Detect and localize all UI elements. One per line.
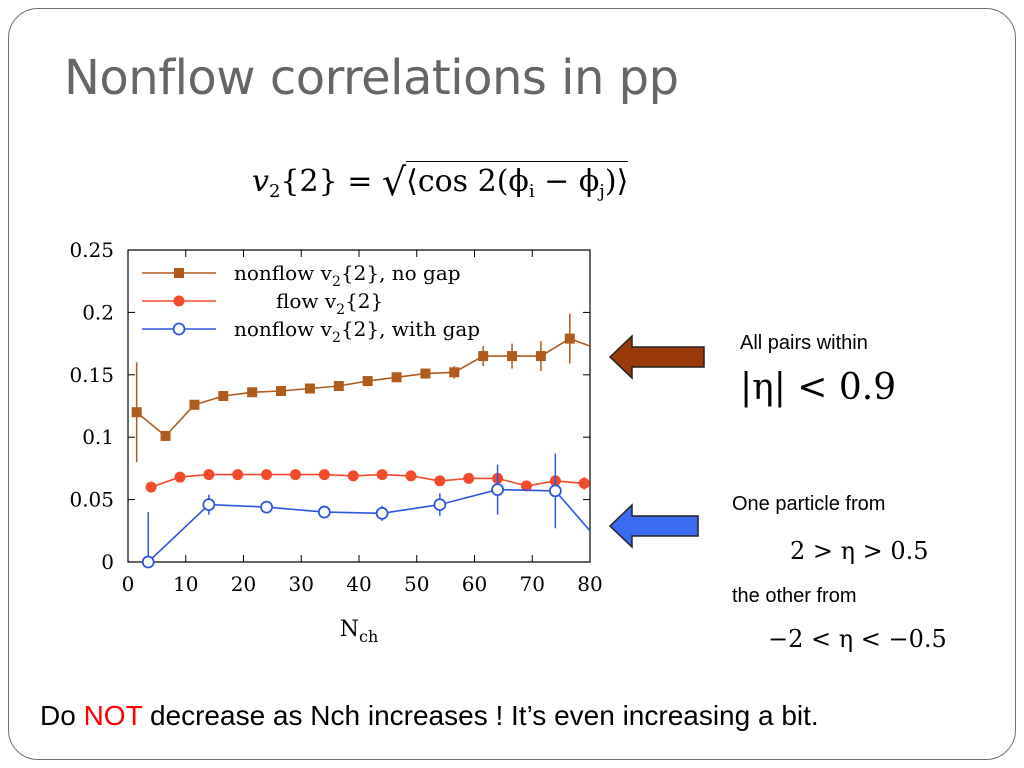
conclusion-emphasis: NOT: [83, 700, 143, 731]
negative-eta-range: −2 < η < −0.5: [768, 625, 947, 653]
data-point: [260, 500, 274, 514]
radicand-minus: − ϕ: [534, 164, 600, 199]
data-point: [548, 484, 562, 498]
radicand-j: j: [599, 181, 605, 202]
data-point: [145, 481, 157, 493]
formula-v-subscript: 2: [268, 181, 281, 202]
conclusion-text: Do NOT decrease as Nch increases ! It’s …: [40, 700, 819, 732]
data-point: [449, 367, 460, 378]
positive-eta-range: 2 > η > 0.5: [790, 537, 929, 565]
all-pairs-label: All pairs within: [740, 332, 868, 354]
data-point: [405, 470, 417, 482]
data-point: [376, 469, 388, 481]
x-tick-label: 0: [122, 572, 135, 596]
y-tick-label: 0.05: [69, 488, 114, 512]
data-point: [333, 381, 344, 392]
data-point: [318, 469, 330, 481]
one-particle-label: One particle from: [732, 493, 886, 515]
data-point: [202, 498, 216, 511]
legend-label: nonflow v2{2}, no gap: [234, 261, 461, 290]
data-point: [131, 407, 142, 418]
x-tick-label: 80: [577, 572, 602, 596]
abs-eta-condition: |η| < 0.9: [740, 367, 897, 408]
data-point: [174, 268, 184, 278]
data-point: [232, 469, 244, 481]
data-point: [172, 322, 186, 336]
radicand-start: ⟨cos 2(ϕ: [406, 164, 529, 199]
data-point: [174, 471, 186, 483]
data-point: [564, 333, 575, 344]
nch-v2-chart: 0 10 20 30 40 50 60 70 80 0 0.05 0.1 0.15 0.2 0.25 Nch n…: [69, 240, 602, 646]
data-point: [478, 351, 489, 362]
x-tick-label: 10: [173, 572, 198, 596]
data-point: [160, 430, 171, 441]
data-point: [173, 295, 185, 307]
formula-v: v: [252, 164, 269, 199]
data-point: [218, 391, 229, 402]
data-point: [520, 480, 532, 492]
y-tick-label: 0.15: [69, 363, 114, 387]
data-point: [434, 475, 446, 487]
x-axis-label: Nch: [340, 617, 379, 646]
data-point: [317, 505, 331, 519]
sqrt-sign: √: [381, 160, 407, 204]
legend-label: nonflow v2{2}, with gap: [234, 317, 480, 346]
data-point: [203, 469, 215, 481]
data-point: [391, 372, 402, 383]
x-tick-label: 40: [346, 572, 371, 596]
data-point: [347, 470, 359, 482]
data-point: [289, 469, 301, 481]
data-point: [261, 469, 273, 481]
x-tick-label: 50: [404, 572, 429, 596]
data-point: [362, 376, 373, 387]
slide-title: Nonflow correlations in pp: [64, 50, 679, 106]
data-point: [276, 386, 287, 397]
x-tick-label: 30: [289, 572, 314, 596]
data-point: [491, 483, 505, 497]
data-point: [433, 498, 447, 511]
x-tick-label: 60: [462, 572, 487, 596]
data-point: [578, 477, 590, 489]
conclusion-post: decrease as Nch increases ! It’s even in…: [142, 700, 819, 731]
x-tick-label: 20: [231, 572, 256, 596]
series-group: [147, 453, 590, 562]
sqrt-radicand: ⟨cos 2(ϕi − ϕj)⟩: [406, 161, 629, 202]
slide-frame: [8, 8, 1016, 760]
series-line: [136, 337, 590, 438]
y-tick-label: 0.2: [82, 300, 114, 324]
data-point: [507, 351, 518, 362]
series-group: [150, 472, 585, 490]
radicand-close: )⟩: [604, 164, 629, 199]
legend-label: flow v2{2}: [276, 289, 383, 318]
formula-braces: {2} =: [280, 164, 373, 199]
series-line: [147, 488, 590, 562]
data-point: [304, 383, 315, 394]
v2-formula: v2{2} = √⟨cos 2(ϕi − ϕj)⟩: [252, 160, 629, 204]
data-point: [463, 472, 475, 484]
data-point: [247, 387, 258, 398]
blue-arrow-icon: [608, 503, 699, 549]
data-point: [141, 555, 155, 569]
data-point: [420, 368, 431, 379]
data-point: [535, 351, 546, 362]
x-tick-label: 70: [520, 572, 545, 596]
conclusion-pre: Do: [40, 700, 84, 731]
y-tick-label: 0: [101, 550, 114, 574]
y-tick-label: 0.25: [69, 240, 114, 262]
brown-arrow-icon: [608, 334, 705, 380]
data-point: [375, 506, 389, 520]
y-tick-label: 0.1: [82, 425, 114, 449]
other-from-label: the other from: [732, 585, 857, 607]
series-line: [150, 473, 585, 488]
data-point: [189, 399, 200, 410]
radicand-i: i: [528, 181, 535, 202]
